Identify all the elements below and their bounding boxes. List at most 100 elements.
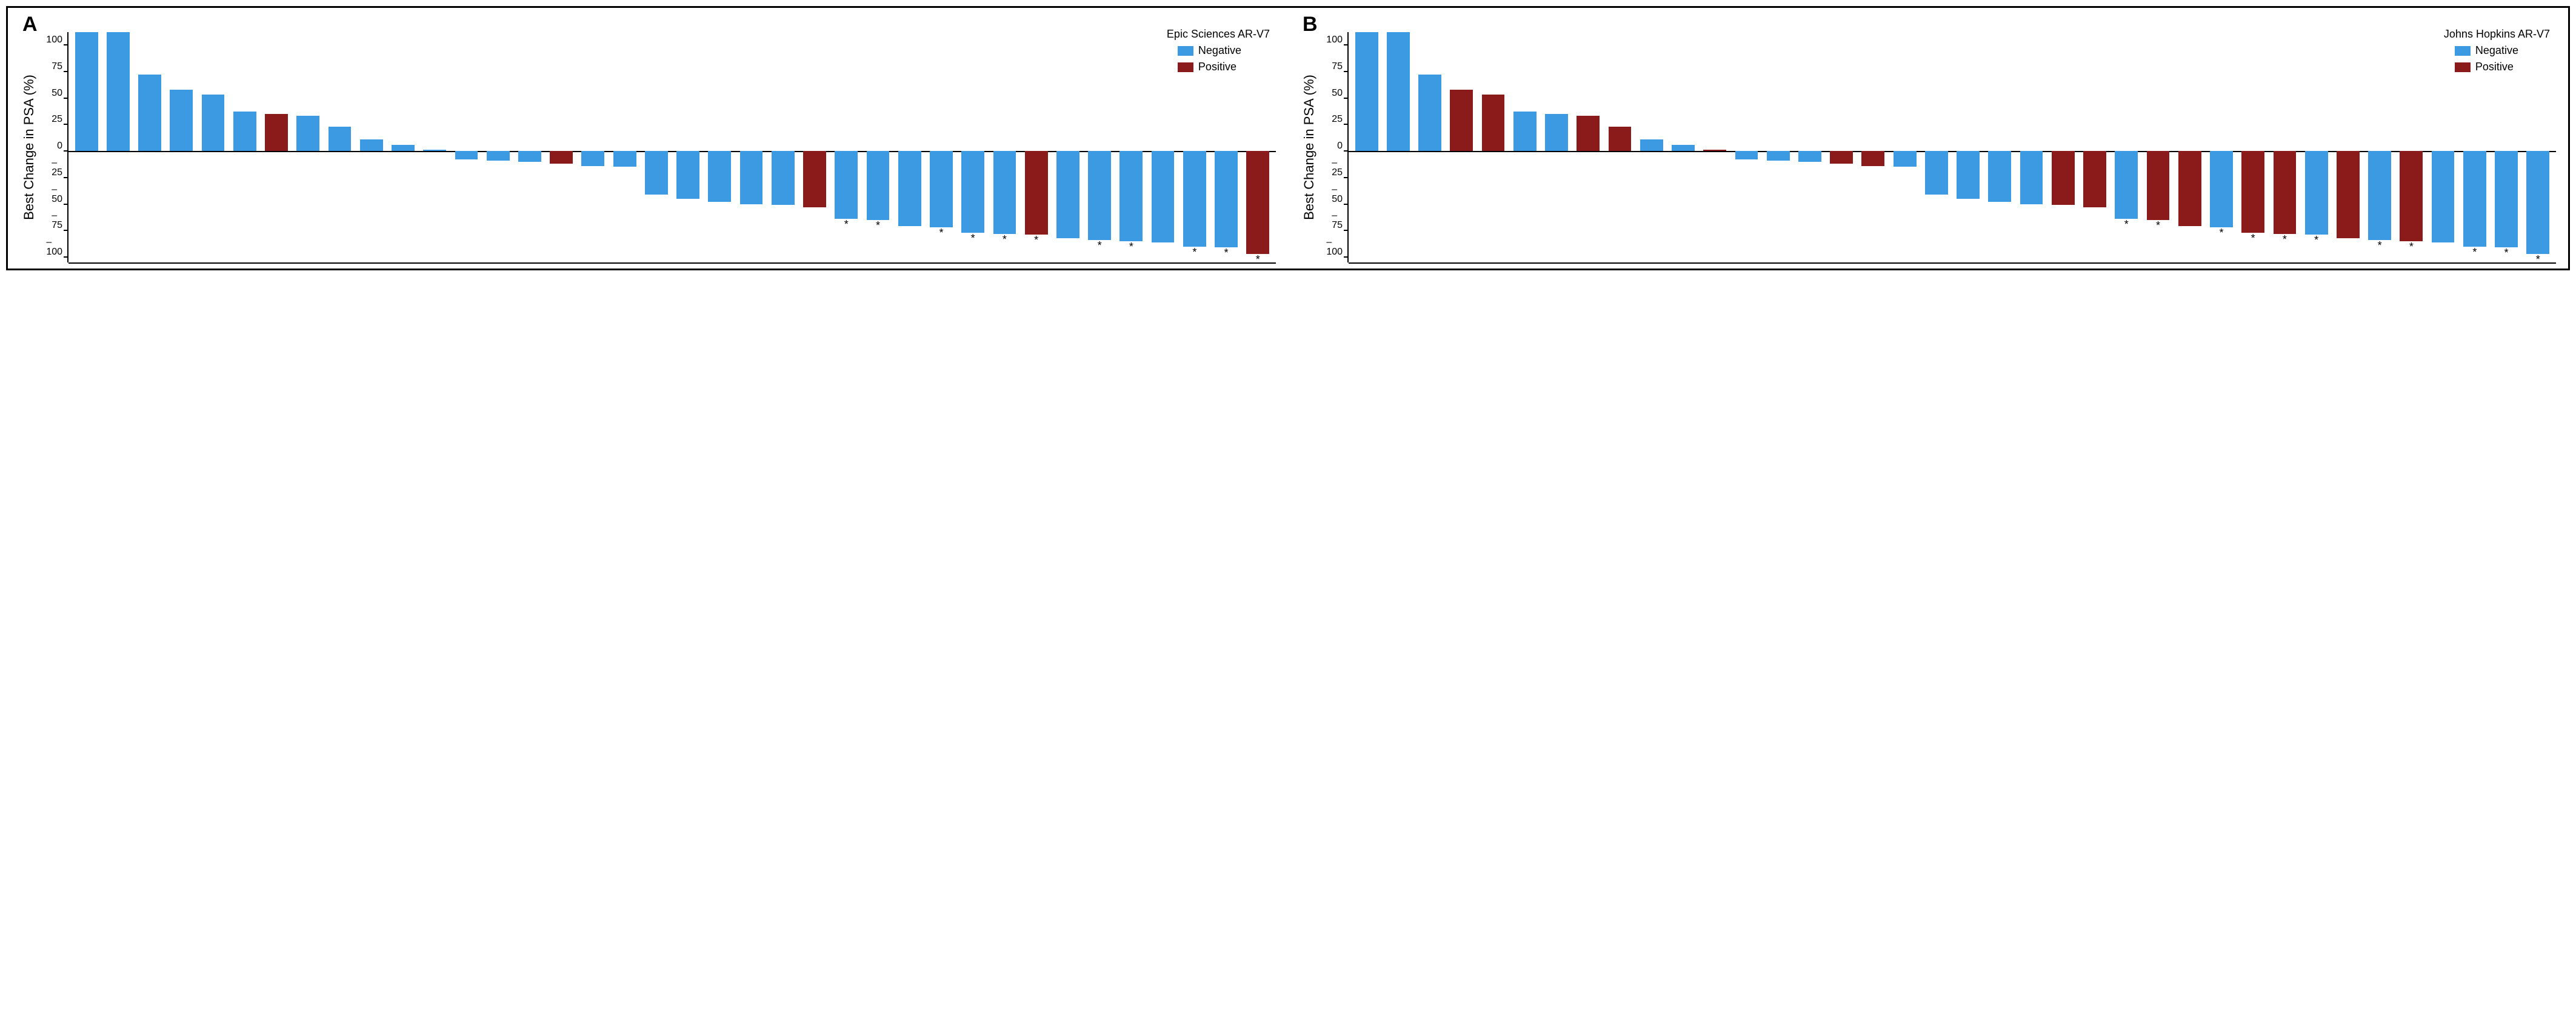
bar: [1418, 75, 1441, 151]
bar-slot: [642, 32, 670, 262]
bar: [265, 114, 288, 151]
bar-slot: *: [2366, 32, 2394, 262]
plot-area: ***********: [67, 32, 1276, 262]
bar-slot: *: [2271, 32, 2299, 262]
bar: [1894, 151, 1917, 167]
y-axis-label-wrap: Best Change in PSA (%): [1300, 32, 1318, 262]
bar: [1609, 127, 1632, 151]
bar: [392, 145, 415, 152]
bar: [1672, 145, 1695, 152]
star-marker: *: [927, 227, 955, 238]
bar-slot: *: [1117, 32, 1146, 262]
bar-slot: [1352, 32, 1381, 262]
bars-container: ***********: [72, 32, 1272, 262]
star-marker: *: [2207, 227, 2235, 238]
star-marker: *: [1086, 240, 1114, 251]
bar: [2432, 151, 2455, 242]
star-marker: *: [1244, 254, 1272, 265]
bar: [1640, 139, 1663, 151]
bar: [993, 151, 1016, 234]
x-axis-line: [68, 262, 1276, 264]
bar-slot: *: [2112, 32, 2141, 262]
bar-slot: [1795, 32, 1824, 262]
y-axis-label: Best Change in PSA (%): [21, 75, 37, 220]
bar-slot: [1986, 32, 2014, 262]
bar-slot: *: [1022, 32, 1050, 262]
bar: [581, 151, 604, 166]
y-axis: 1007550250–25–50–75–100: [38, 32, 67, 262]
bar: [2052, 151, 2075, 205]
bar: [2274, 151, 2297, 234]
bar: [1088, 151, 1111, 240]
star-marker: *: [2144, 220, 2172, 231]
bar-slot: [895, 32, 924, 262]
bar: [1830, 151, 1853, 164]
bar-slot: *: [864, 32, 892, 262]
star-marker: *: [2112, 219, 2141, 230]
bar: [170, 90, 193, 152]
bar-slot: *: [2302, 32, 2331, 262]
bar: [518, 151, 541, 162]
bar-slot: *: [2239, 32, 2267, 262]
bar: [1355, 32, 1378, 151]
star-marker: *: [2271, 234, 2299, 245]
star-marker: *: [990, 234, 1019, 245]
bar: [107, 32, 130, 151]
bar-slot: [1701, 32, 1729, 262]
star-marker: *: [1180, 247, 1209, 258]
bar: [360, 139, 383, 151]
bar: [233, 112, 256, 151]
bar-slot: *: [2207, 32, 2235, 262]
panel-A: AEpic Sciences AR-V7NegativePositiveBest…: [8, 8, 1288, 269]
bar: [1767, 151, 1790, 161]
bar: [487, 151, 510, 161]
bar-slot: [610, 32, 639, 262]
bar-slot: [1922, 32, 1950, 262]
bar-slot: [2049, 32, 2077, 262]
bar-slot: [72, 32, 101, 262]
bar-slot: *: [2524, 32, 2552, 262]
bar: [1577, 116, 1600, 151]
bar-slot: [389, 32, 417, 262]
bars-container: ***********: [1352, 32, 2552, 262]
bar: [645, 151, 668, 195]
bar: [803, 151, 826, 207]
panel-label: A: [22, 13, 38, 36]
star-marker: *: [1212, 247, 1240, 258]
bar-slot: [2175, 32, 2204, 262]
bar-slot: *: [1086, 32, 1114, 262]
y-axis-label: Best Change in PSA (%): [1301, 75, 1317, 220]
bar: [740, 151, 763, 204]
bar: [835, 151, 858, 219]
bar-slot: [1954, 32, 1982, 262]
bar: [2147, 151, 2170, 220]
bar-slot: *: [2397, 32, 2426, 262]
chart-area: Best Change in PSA (%)1007550250–25–50–7…: [1300, 32, 2556, 262]
bar-slot: [1542, 32, 1570, 262]
bar-slot: [1732, 32, 1761, 262]
bar-slot: *: [2492, 32, 2520, 262]
bar-slot: [1479, 32, 1507, 262]
bar-slot: [1384, 32, 1412, 262]
bar: [613, 151, 636, 167]
chart-area: Best Change in PSA (%)1007550250–25–50–7…: [20, 32, 1276, 262]
bar: [2241, 151, 2264, 233]
bar-slot: [1510, 32, 1539, 262]
bar: [1119, 151, 1143, 241]
bar-slot: [706, 32, 734, 262]
bar-slot: [673, 32, 702, 262]
bar-slot: *: [2144, 32, 2172, 262]
bar: [1025, 151, 1048, 235]
bar: [1735, 151, 1758, 159]
bar: [1183, 151, 1206, 247]
bar-slot: [230, 32, 259, 262]
bar-slot: [1574, 32, 1603, 262]
bar: [1988, 151, 2011, 202]
bar: [2526, 151, 2549, 254]
bar: [423, 150, 446, 151]
star-marker: *: [959, 233, 987, 244]
bar: [2463, 151, 2486, 247]
bar: [1215, 151, 1238, 247]
bar: [455, 151, 478, 159]
bar-slot: [1606, 32, 1634, 262]
